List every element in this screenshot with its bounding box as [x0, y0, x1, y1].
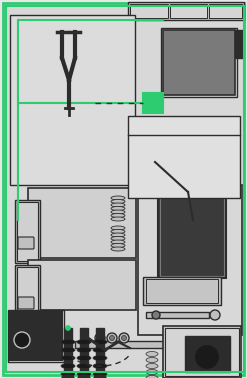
Bar [163, 30, 235, 95]
Ellipse shape [146, 358, 158, 363]
Ellipse shape [77, 364, 91, 369]
Circle shape [95, 333, 105, 343]
Ellipse shape [77, 355, 91, 361]
Ellipse shape [146, 352, 158, 356]
Ellipse shape [93, 347, 107, 353]
Ellipse shape [111, 206, 125, 211]
Bar [143, 277, 221, 305]
Ellipse shape [111, 196, 125, 200]
Bar [10, 15, 135, 185]
Circle shape [98, 336, 103, 341]
Bar [235, 30, 243, 58]
Ellipse shape [62, 375, 74, 378]
Bar [170, 4, 207, 18]
Ellipse shape [77, 372, 91, 376]
Bar [15, 200, 40, 263]
Bar [128, 2, 244, 20]
Bar [160, 180, 224, 276]
Bar [10, 312, 62, 360]
Ellipse shape [111, 210, 125, 214]
Ellipse shape [94, 375, 106, 378]
Ellipse shape [111, 200, 125, 203]
Bar [158, 178, 226, 278]
Ellipse shape [111, 237, 125, 240]
Ellipse shape [146, 364, 158, 369]
Bar [209, 4, 242, 18]
Bar [15, 265, 40, 315]
Bar [8, 310, 64, 362]
Bar [165, 328, 239, 376]
Ellipse shape [111, 233, 125, 237]
Ellipse shape [61, 355, 75, 361]
Ellipse shape [61, 372, 75, 376]
Ellipse shape [93, 339, 107, 344]
Ellipse shape [111, 229, 125, 234]
Bar [161, 28, 237, 97]
Bar [75, 341, 165, 348]
Circle shape [109, 336, 115, 341]
Ellipse shape [61, 347, 75, 353]
Circle shape [107, 333, 117, 343]
Ellipse shape [111, 243, 125, 248]
FancyBboxPatch shape [18, 297, 34, 309]
Bar [96, 328, 104, 378]
Ellipse shape [111, 203, 125, 207]
Ellipse shape [77, 339, 91, 344]
Bar [17, 202, 38, 261]
Bar [128, 116, 240, 198]
Circle shape [122, 336, 126, 341]
Bar [185, 336, 230, 372]
Ellipse shape [111, 247, 125, 251]
Circle shape [14, 332, 30, 348]
Ellipse shape [61, 364, 75, 369]
Ellipse shape [146, 370, 158, 375]
Circle shape [210, 310, 220, 320]
Circle shape [119, 333, 129, 343]
Bar [138, 185, 242, 335]
Bar [28, 260, 136, 310]
Ellipse shape [93, 355, 107, 361]
Bar [28, 188, 136, 258]
Ellipse shape [93, 364, 107, 369]
Bar [130, 4, 168, 18]
Circle shape [152, 311, 160, 319]
Circle shape [194, 344, 220, 370]
Bar [146, 279, 218, 303]
Bar [80, 328, 88, 378]
Ellipse shape [78, 375, 90, 378]
Ellipse shape [77, 347, 91, 353]
FancyBboxPatch shape [18, 237, 34, 249]
Ellipse shape [61, 339, 75, 344]
Circle shape [65, 325, 70, 330]
Ellipse shape [111, 226, 125, 230]
Bar [163, 326, 241, 378]
Ellipse shape [111, 240, 125, 244]
Ellipse shape [146, 375, 158, 378]
Bar [64, 328, 72, 378]
Ellipse shape [111, 214, 125, 217]
Bar [143, 93, 163, 113]
Bar [17, 267, 38, 313]
Ellipse shape [93, 372, 107, 376]
Bar [146, 312, 209, 318]
Ellipse shape [111, 217, 125, 221]
